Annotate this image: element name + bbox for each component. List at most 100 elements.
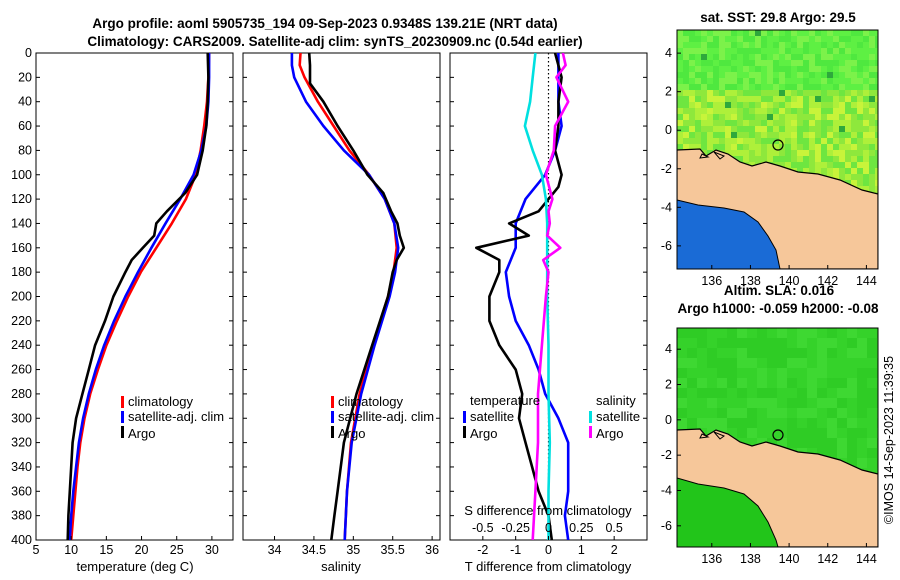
- sst-cell: [833, 174, 839, 180]
- sst-cell: [749, 36, 755, 42]
- sla-cell: [677, 338, 687, 348]
- sst-cell: [845, 90, 851, 96]
- sst-cell: [725, 144, 731, 150]
- sst-cell: [725, 66, 731, 72]
- sst-cell: [797, 120, 803, 126]
- sst-cell: [725, 138, 731, 144]
- sla-cell: [857, 348, 867, 358]
- sst-cell: [773, 42, 779, 48]
- sla-cell: [847, 368, 857, 378]
- map-y-tick-label: -2: [661, 448, 672, 462]
- sst-cell: [719, 90, 725, 96]
- temperature-difference-x-label: T difference from climatology: [465, 559, 632, 574]
- sst-cell: [845, 96, 851, 102]
- sla-cell: [747, 368, 757, 378]
- sst-cell: [749, 66, 755, 72]
- sst-cell: [707, 66, 713, 72]
- sst-cell: [689, 132, 695, 138]
- sla-cell: [837, 338, 847, 348]
- sst-cell: [713, 126, 719, 132]
- sst-cell: [755, 78, 761, 84]
- sst-cell: [857, 102, 863, 108]
- sla-cell: [757, 378, 767, 388]
- sst-cell: [683, 138, 689, 144]
- sst-cell: [737, 54, 743, 60]
- sst-cell: [749, 90, 755, 96]
- sla-map-ticks: 136 138 140 142 144 4 2 0 -2 -4 -6: [661, 342, 877, 566]
- sst-cell: [743, 108, 749, 114]
- sst-cell: [791, 108, 797, 114]
- y-tick-label: 120: [11, 192, 32, 206]
- sst-cell: [791, 78, 797, 84]
- sla-cell: [797, 438, 807, 448]
- sst-cell: [869, 174, 875, 180]
- sla-cell: [817, 368, 827, 378]
- sst-cell: [737, 138, 743, 144]
- sst-cell: [791, 96, 797, 102]
- sst-cell: [773, 120, 779, 126]
- sst-cell: [845, 114, 851, 120]
- sla-cell: [837, 438, 847, 448]
- sst-cell: [803, 78, 809, 84]
- sst-cell: [767, 156, 773, 162]
- sla-cell: [847, 348, 857, 358]
- sst-cell: [785, 30, 791, 36]
- sst-cell: [809, 132, 815, 138]
- sst-cell: [803, 30, 809, 36]
- sst-cell: [833, 66, 839, 72]
- sst-cell: [707, 126, 713, 132]
- sst-cell: [809, 48, 815, 54]
- sst-cell: [683, 90, 689, 96]
- sst-cell: [761, 72, 767, 78]
- sst-cell: [857, 120, 863, 126]
- sst-cell: [779, 84, 785, 90]
- sla-cell: [737, 388, 747, 398]
- sst-cell: [713, 120, 719, 126]
- sst-cell: [719, 60, 725, 66]
- sst-cell: [821, 108, 827, 114]
- top-x-tick-label: 0.5: [605, 521, 622, 535]
- sla-cell: [837, 418, 847, 428]
- sla-cell: [807, 328, 817, 338]
- y-tick-label: 360: [11, 484, 32, 498]
- sla-cell: [827, 418, 837, 428]
- sst-map-ticks: 136 138 140 142 144 4 2 0 -2 -4 -6: [661, 46, 877, 288]
- x-tick-label: 35: [346, 543, 360, 557]
- sst-cell: [749, 126, 755, 132]
- sst-cell: [683, 114, 689, 120]
- sst-cell: [713, 102, 719, 108]
- difference-series-group: [474, 53, 570, 540]
- sst-cell: [839, 156, 845, 162]
- sst-cell: [797, 108, 803, 114]
- sla-cell: [767, 378, 777, 388]
- sst-cell: [845, 168, 851, 174]
- sst-cell: [851, 96, 857, 102]
- sst-cell: [797, 72, 803, 78]
- sst-cell: [869, 138, 875, 144]
- sst-cell: [779, 96, 785, 102]
- sst-cell: [827, 42, 833, 48]
- sst-cell: [713, 96, 719, 102]
- sst-cell: [797, 30, 803, 36]
- sst-cell: [701, 132, 707, 138]
- sst-cell: [779, 36, 785, 42]
- series-line-climatology: [69, 53, 211, 540]
- sst-cell: [785, 150, 791, 156]
- sla-cell: [757, 348, 767, 358]
- sla-cell: [827, 368, 837, 378]
- sst-cell: [797, 156, 803, 162]
- sst-cell: [779, 78, 785, 84]
- sst-cell: [785, 162, 791, 168]
- sst-cell: [833, 114, 839, 120]
- sst-cell: [869, 150, 875, 156]
- sst-cell: [821, 156, 827, 162]
- salinity-x-label: salinity: [321, 559, 361, 574]
- sst-cell: [797, 54, 803, 60]
- legend-title-temperature: temperature: [470, 393, 540, 408]
- sst-cell: [695, 126, 701, 132]
- sst-cell: [701, 144, 707, 150]
- sst-cell: [845, 120, 851, 126]
- sst-cell: [761, 108, 767, 114]
- sla-cell: [737, 348, 747, 358]
- sla-cell: [807, 338, 817, 348]
